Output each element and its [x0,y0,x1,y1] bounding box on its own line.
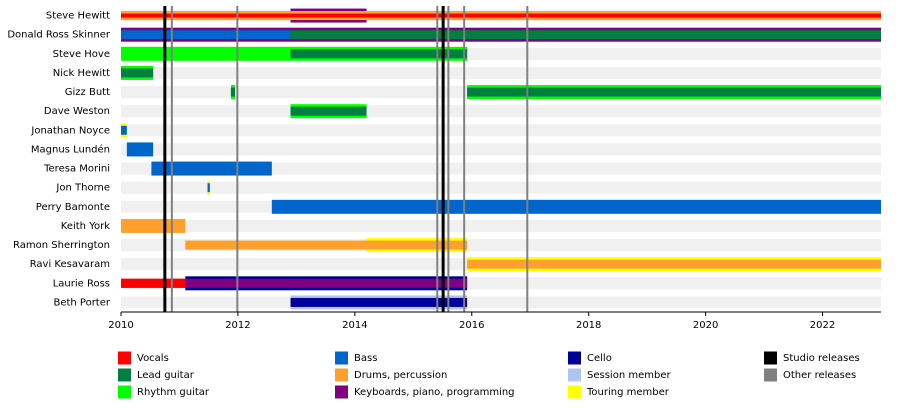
row-band [121,143,881,156]
member-label: Ravi Kesavaram [30,259,110,270]
legend-swatch [764,351,777,365]
member-label: Steve Hove [53,49,110,60]
legend-label: Lead guitar [137,370,195,381]
member-label: Keith York [61,221,110,232]
role-bar [121,278,186,288]
row-band [121,219,881,232]
row-band [121,105,881,118]
member-label: Jonathan Noyce [30,125,110,136]
role-bar [121,125,127,135]
member-label: Donald Ross Skinner [7,30,111,41]
x-tick-label: 2016 [459,320,484,331]
member-label: Steve Hewitt [46,11,110,22]
role-bar [290,30,881,40]
row-band [121,181,881,194]
role-bar [467,259,881,269]
legend-swatch [764,368,777,382]
member-label: Gizz Butt [65,87,110,98]
role-bar [121,218,186,233]
x-tick-label: 2018 [576,320,601,331]
x-tick-label: 2012 [225,320,250,331]
role-bar [121,278,468,288]
role-bar [121,68,154,78]
legend-label: Bass [354,353,377,364]
legend-label: Rhythm guitar [137,387,210,398]
legend-swatch [568,368,581,382]
legend-swatch [118,368,131,382]
row-band [121,162,881,175]
legend-swatch [335,351,348,365]
legend-label: Cello [587,353,612,364]
member-label: Dave Weston [44,106,110,117]
legend-swatch [568,351,581,365]
x-tick-label: 2010 [108,320,133,331]
legend-label: Studio releases [783,353,860,364]
legend-label: Session member [587,370,671,381]
role-bar [290,297,468,307]
legend-label: Touring member [586,387,670,398]
legend-label: Vocals [137,353,169,364]
member-label: Laurie Ross [53,278,110,289]
member-label: Ramon Sherrington [13,240,110,251]
role-bar [121,13,881,18]
role-bar [271,199,881,214]
legend-swatch [335,385,348,399]
role-bar [467,87,881,97]
legend-label: Keyboards, piano, programming [354,387,515,398]
role-bar [230,87,235,97]
member-label: Jon Thorne [55,183,110,194]
row-band [121,124,881,137]
legend-label: Other releases [783,370,856,381]
legend-swatch [118,351,131,365]
x-tick-label: 2014 [342,320,367,331]
role-bar [185,240,468,250]
row-band [121,66,881,79]
member-label: Magnus Lundén [31,143,110,155]
member-label: Perry Bamonte [36,202,110,213]
role-bar [207,183,210,193]
legend-swatch [118,385,131,399]
role-bar [126,142,154,157]
legend-swatch [568,385,581,399]
x-tick-label: 2022 [810,320,835,331]
legend-swatch [335,368,348,382]
member-label: Teresa Morini [43,164,110,175]
row-band [121,296,881,309]
member-label: Nick Hewitt [53,68,110,79]
role-bar [290,106,367,116]
x-tick-label: 2020 [693,320,718,331]
member-label: Beth Porter [53,297,110,308]
legend-label: Drums, percussion [354,370,447,381]
role-bar [121,30,291,40]
role-bar [151,161,272,176]
role-bar [290,49,468,59]
